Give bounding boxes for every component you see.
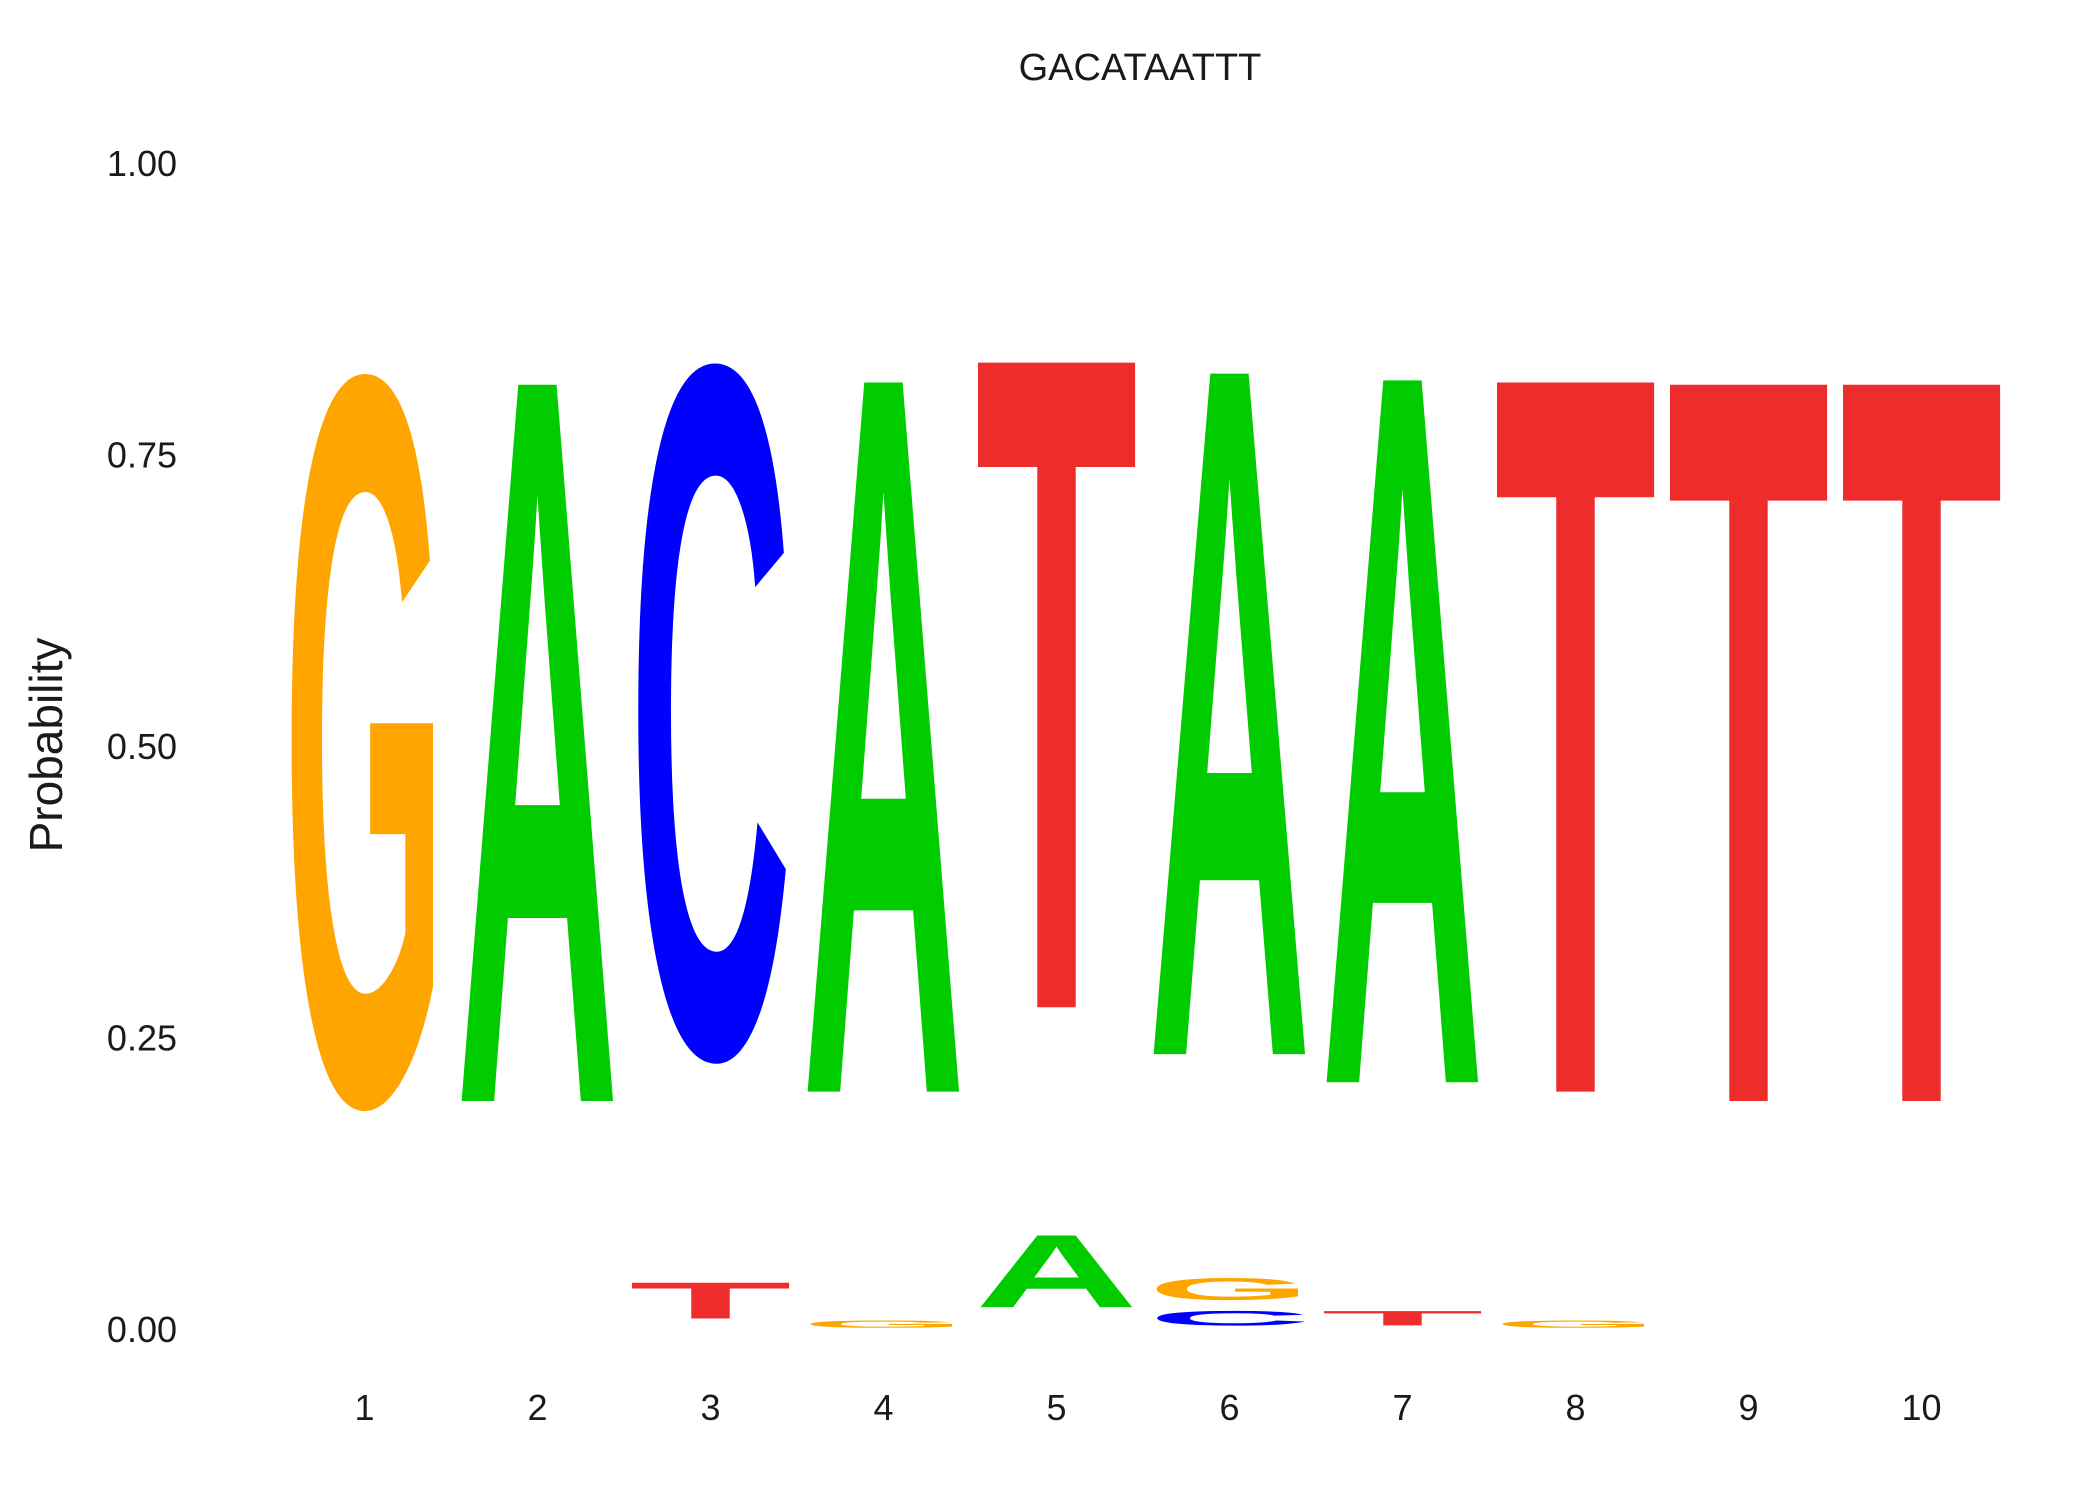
chart-title: GACATAATTT [1019,47,1262,89]
logo-letter-g: G [283,160,446,1323]
y-tick-label: 0.75 [107,435,177,476]
x-tick-label: 3 [700,1387,720,1428]
x-tick-label: 7 [1392,1387,1412,1428]
x-tick-label: 2 [527,1387,547,1428]
y-axis-ticks: 0.00 0.25 0.50 0.75 1.00 [107,143,177,1350]
x-tick-label: 8 [1565,1387,1585,1428]
logo-letter-t: T [1321,1307,1484,1330]
logo-letter-t: T [1667,160,1830,1323]
logo-letter-a: A [1148,161,1311,1265]
x-tick-label: 6 [1219,1387,1239,1428]
y-tick-label: 0.00 [107,1309,177,1350]
logo-letter-a: A [802,160,965,1311]
y-axis-label: Probability [20,638,72,853]
x-tick-label: 10 [1901,1387,1941,1428]
logo-letter-t: T [1840,160,2003,1323]
logo-letter-g: G [1148,1271,1311,1306]
logo-letter-c: C [1148,1307,1311,1330]
y-tick-label: 1.00 [107,143,177,184]
logo-letter-t: T [629,1271,792,1329]
x-tick-label: 1 [354,1387,374,1428]
logo-letter-g: G [802,1318,965,1330]
logo-letter-c: C [629,161,792,1265]
x-tick-label: 4 [873,1387,893,1428]
logo-letter-a: A [1321,158,1484,1299]
y-tick-label: 0.25 [107,1018,177,1059]
logo-letter-g: G [1494,1318,1657,1330]
x-axis-ticks: 1 2 3 4 5 6 7 8 9 10 [354,1387,1941,1428]
logo-letter-a: A [975,1214,1138,1330]
x-tick-label: 9 [1738,1387,1758,1428]
logo-letter-t: T [1494,159,1657,1310]
x-tick-label: 5 [1046,1387,1066,1428]
y-tick-label: 0.50 [107,726,177,767]
logo-letter-t: T [975,159,1138,1206]
logo-letter-a: A [456,158,619,1322]
